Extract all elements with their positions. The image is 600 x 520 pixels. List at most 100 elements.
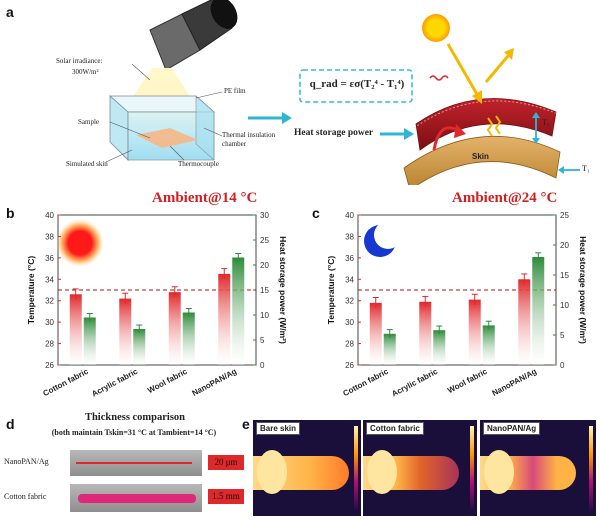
sample-label: Sample (78, 118, 99, 126)
chamber-label: chamber (222, 140, 247, 148)
panel-a-figure (105, 0, 580, 185)
y-tick-label: 40 (45, 211, 54, 220)
y2-tick-label: 20 (260, 261, 269, 270)
y-tick-label: 30 (345, 318, 354, 327)
category-label: Acrylic fabric (390, 367, 439, 399)
thickness-subtitle: (both maintain Tskin=31 °C at Tambient=1… (51, 428, 217, 437)
row-name-nanopan: NanoPAN/Ag (4, 457, 49, 466)
y2-tick-label: 15 (560, 271, 569, 280)
power-bar (232, 257, 245, 365)
cotton-photo (70, 484, 202, 512)
skin-illustration (403, 14, 580, 185)
y-tick-label: 30 (45, 318, 54, 327)
thermal-label-nanopan: NanoPAN/Ag (483, 422, 541, 435)
panel-c-label: c (312, 205, 320, 221)
thermal-label-bare-skin: Bare skin (256, 422, 301, 435)
y-axis-title: Temperature (°C) (26, 256, 36, 325)
t1-label: T₁ (582, 164, 590, 173)
category-label: Wool fabric (446, 367, 489, 396)
y2-tick-label: 10 (260, 311, 269, 320)
radiation-equation: q_rad = εσ(T₂⁴ - T₁⁴) (309, 78, 405, 90)
category-label: Cotton fabric (342, 367, 391, 399)
t2-label: T₂ (542, 118, 550, 127)
y-tick-label: 34 (345, 275, 354, 284)
y2-axis-title: Heat storage power (W/m²) (578, 236, 588, 344)
category-label: NanoPAN/Ag (191, 367, 239, 398)
y-tick-label: 36 (45, 254, 54, 263)
y-tick-label: 32 (345, 297, 354, 306)
category-label: Acrylic fabric (90, 367, 139, 399)
panel-b-label: b (6, 205, 15, 221)
y2-tick-label: 5 (260, 336, 265, 345)
temperature-bar (168, 292, 181, 365)
thermal-image-cotton (363, 420, 477, 516)
y2-tick-label: 15 (260, 286, 269, 295)
y-tick-label: 26 (45, 361, 54, 370)
y2-axis-title: Heat storage power (W/m²) (278, 236, 288, 344)
chart-ambient-14: 26 28 30 32 34 36 38 40 0 5 10 15 20 25 30 Temperature … (26, 211, 288, 399)
temperature-bar (369, 302, 382, 365)
panel-a-label: a (6, 4, 14, 20)
skin-label: Skin (472, 152, 489, 161)
power-bar (482, 325, 495, 365)
temperature-bar (518, 279, 531, 365)
power-bar (133, 329, 146, 365)
y2-tick-label: 25 (260, 236, 269, 245)
panel-e-label: e (242, 416, 250, 432)
y-tick-label: 34 (45, 275, 54, 284)
pe-film-label: PE film (224, 87, 246, 95)
power-bar (182, 312, 195, 365)
panel-d-label: d (6, 416, 15, 432)
temperature-bar (468, 299, 481, 365)
y2-tick-label: 0 (260, 361, 265, 370)
heat-storage-power-label: Heat storage power (294, 128, 374, 138)
y-tick-label: 32 (45, 297, 54, 306)
y2-tick-label: 20 (560, 241, 569, 250)
irradiance-value: 300W/m² (72, 68, 99, 76)
simulated-skin-label: Simulated skin (66, 160, 108, 168)
y-axis-title: Temperature (°C) (326, 256, 336, 325)
y-tick-label: 38 (45, 232, 54, 241)
thermal-label-cotton: Cotton fabric (366, 422, 424, 435)
ambient-14-title: Ambient@14 °C (152, 190, 258, 206)
category-label: NanoPAN/Ag (491, 367, 539, 398)
lamp-icon (149, 0, 238, 71)
chart-ambient-24: 26 28 30 32 34 36 38 40 0 5 10 15 20 25 Temperature (°… (326, 211, 588, 399)
y-tick-label: 38 (345, 232, 354, 241)
power-bar (383, 333, 396, 365)
nanopan-photo (70, 450, 202, 476)
y2-tick-label: 25 (560, 211, 569, 220)
sun-icon (56, 219, 104, 267)
y-tick-label: 28 (345, 340, 354, 349)
y2-tick-label: 0 (560, 361, 565, 370)
temperature-bar (69, 294, 82, 365)
row-name-cotton: Cotton fabric (4, 492, 47, 501)
y-tick-label: 40 (345, 211, 354, 220)
power-bar (433, 330, 446, 365)
power-bar (83, 317, 96, 365)
insulation-chamber (108, 95, 216, 161)
y-tick-label: 26 (345, 361, 354, 370)
thermocouple-label: Thermocouple (178, 160, 219, 168)
thickness-nanopan: 20 μm (208, 455, 244, 470)
solar-irradiance-label: Solar irradiance: (56, 57, 103, 65)
thermal-insulation-label: Thermal insulation (222, 131, 276, 139)
moon-icon (364, 221, 402, 257)
temperature-bar (419, 301, 432, 365)
sun-icon (422, 14, 450, 42)
ambient-24-title: Ambient@24 °C (452, 190, 558, 206)
category-label: Wool fabric (146, 367, 189, 396)
y2-tick-label: 30 (260, 211, 269, 220)
y2-tick-label: 5 (560, 331, 565, 340)
temperature-bar (218, 273, 231, 365)
y-tick-label: 36 (345, 254, 354, 263)
thermal-image-bare-skin (253, 420, 361, 516)
y-tick-label: 28 (45, 340, 54, 349)
thickness-cotton: 1.5 mm (208, 489, 244, 504)
thermal-image-nanopan (480, 420, 596, 516)
category-label: Cotton fabric (42, 367, 91, 399)
thickness-title: Thickness comparison (84, 412, 186, 423)
temperature-bar (119, 298, 132, 365)
power-bar (532, 257, 545, 365)
y2-tick-label: 10 (560, 301, 569, 310)
